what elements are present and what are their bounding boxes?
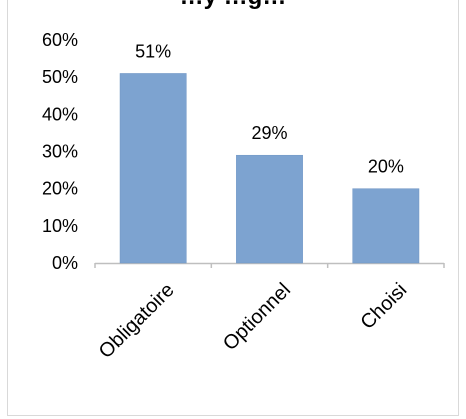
category-label: Choisi bbox=[357, 279, 412, 334]
y-tick-label: 60% bbox=[42, 30, 78, 50]
data-labels: 51% 29% 20% bbox=[135, 41, 404, 176]
y-tick-label: 0% bbox=[52, 253, 78, 273]
bar-series bbox=[119, 73, 420, 264]
y-tick-label: 40% bbox=[42, 104, 78, 124]
chart-title: …y …g… bbox=[180, 0, 287, 10]
y-tick-label: 20% bbox=[42, 179, 78, 199]
category-label: Optionnel bbox=[219, 279, 295, 355]
y-tick-label: 50% bbox=[42, 67, 78, 87]
x-axis bbox=[94, 262, 445, 268]
data-label: 29% bbox=[251, 123, 287, 143]
y-axis: 0% 10% 20% 30% 40% 50% 60% bbox=[42, 30, 78, 273]
data-label: 51% bbox=[135, 41, 171, 61]
y-tick-label: 10% bbox=[42, 216, 78, 236]
category-label: Obligatoire bbox=[95, 279, 179, 363]
category-labels: Obligatoire Optionnel Choisi bbox=[95, 279, 412, 363]
bar-optionnel bbox=[236, 154, 303, 264]
bar-obligatoire bbox=[119, 73, 187, 264]
y-tick-label: 30% bbox=[42, 142, 78, 162]
data-label: 20% bbox=[368, 157, 404, 177]
bar-choisi bbox=[352, 188, 420, 264]
